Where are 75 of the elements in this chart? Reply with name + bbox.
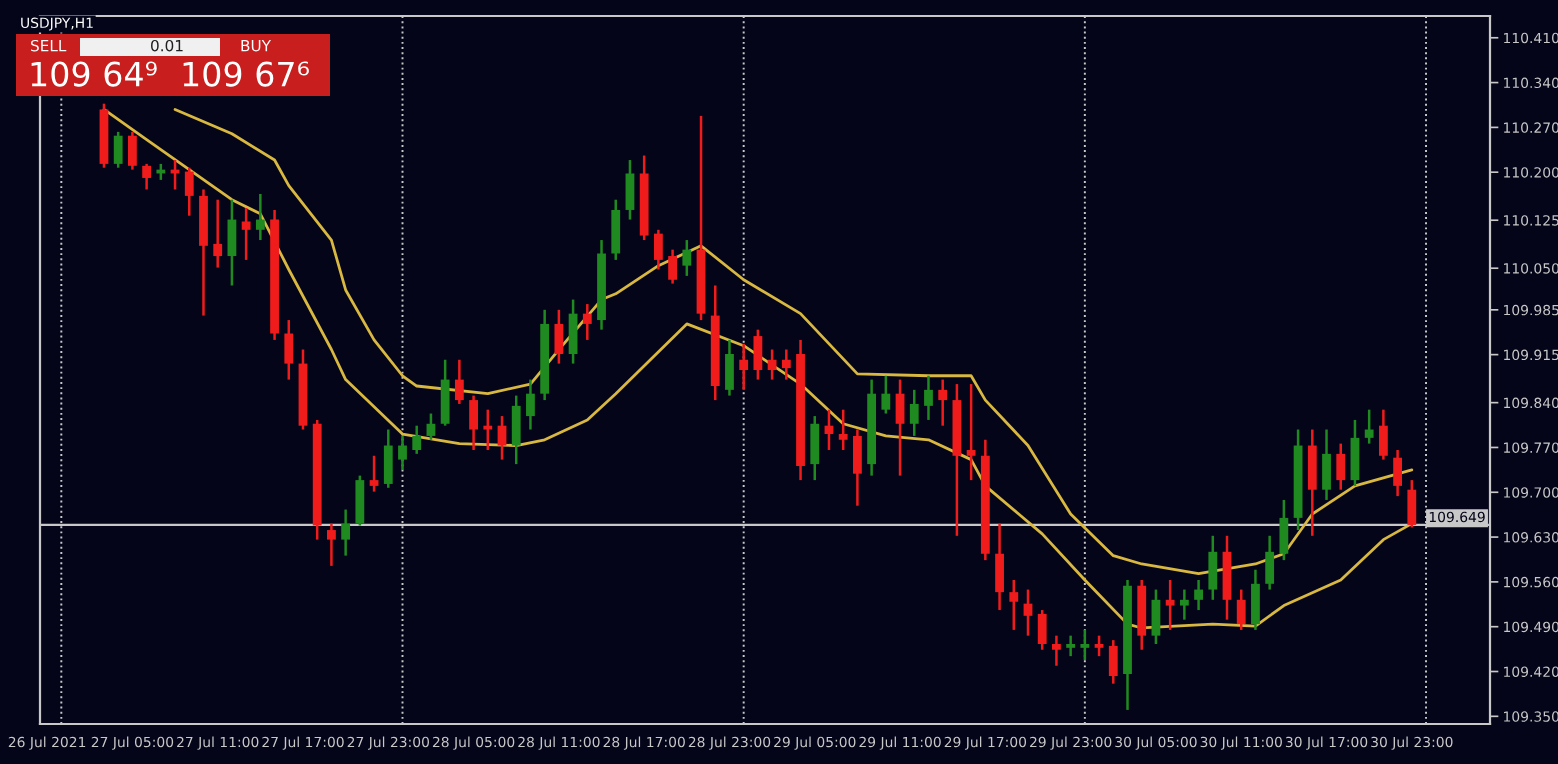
annotation: 109 64⁹	[31, 61, 157, 87]
candlestick	[995, 522, 1004, 612]
candlestick	[582, 302, 592, 342]
candlestick	[853, 428, 862, 507]
candlestick	[526, 378, 535, 431]
candlestick	[668, 248, 677, 285]
candlestick	[1066, 634, 1076, 658]
candlestick	[113, 130, 123, 169]
candlestick	[1307, 428, 1317, 538]
candlestick	[568, 298, 578, 365]
candlestick	[611, 198, 621, 262]
candlestick	[1236, 588, 1246, 632]
candlestick	[1037, 608, 1047, 651]
candlestick	[184, 166, 194, 217]
candlestick	[810, 414, 820, 482]
annotation: 109 67⁶	[183, 61, 309, 87]
candlestick	[412, 424, 422, 456]
line-series	[173, 108, 1414, 575]
candlestick	[454, 358, 464, 406]
candlestick	[1052, 634, 1061, 667]
candlestick	[739, 342, 749, 392]
candlestick	[1265, 534, 1275, 591]
candlestick	[1179, 588, 1189, 621]
candlestick	[213, 198, 223, 269]
candlestick	[369, 454, 379, 493]
candlestick	[128, 130, 137, 171]
candlestick	[284, 318, 294, 381]
candlestick	[725, 338, 734, 397]
candlestick	[142, 162, 152, 191]
candlestick	[924, 374, 933, 422]
candlestick	[909, 388, 919, 438]
candlestick	[1364, 408, 1374, 445]
candlestick	[341, 508, 351, 557]
candlestick	[938, 378, 948, 427]
candlestick	[1378, 408, 1388, 461]
candlestick	[426, 412, 436, 442]
candlestick	[1322, 428, 1331, 502]
candlestick	[1009, 578, 1019, 632]
candlestick	[355, 474, 365, 527]
candlestick	[497, 414, 507, 461]
candlestick	[327, 522, 336, 568]
candlestick	[1094, 634, 1104, 658]
candlestick	[838, 408, 848, 452]
candlestick	[653, 228, 663, 271]
candlestick	[1336, 442, 1346, 491]
candlestick	[753, 328, 763, 381]
candlestick	[1251, 568, 1260, 632]
candlestick	[682, 238, 692, 278]
candlestick	[1350, 418, 1360, 488]
candlestick	[1165, 578, 1175, 632]
candlestick	[1108, 638, 1118, 685]
candlestick	[1208, 534, 1218, 602]
candlestick	[469, 394, 478, 452]
candlestick	[554, 308, 564, 365]
candlestick	[1194, 578, 1203, 612]
candlestick	[1151, 588, 1161, 646]
candlestick	[398, 434, 407, 472]
candlestick	[1080, 628, 1090, 662]
candlestick	[625, 158, 635, 221]
candlestick	[767, 348, 777, 381]
candlestick	[483, 408, 493, 452]
candlestick	[881, 374, 891, 415]
line-series	[102, 108, 1414, 630]
candlestick	[1393, 448, 1402, 498]
candlestick	[255, 192, 265, 242]
candlestick	[781, 348, 791, 381]
candlestick	[383, 428, 393, 490]
candlestick	[1407, 478, 1417, 529]
candlestick	[511, 394, 521, 466]
candlestick	[440, 358, 450, 427]
candlestick	[1023, 588, 1033, 637]
candlestick	[241, 206, 251, 262]
candlestick	[895, 378, 905, 477]
candlestick	[966, 382, 976, 482]
candlestick	[1279, 498, 1289, 562]
